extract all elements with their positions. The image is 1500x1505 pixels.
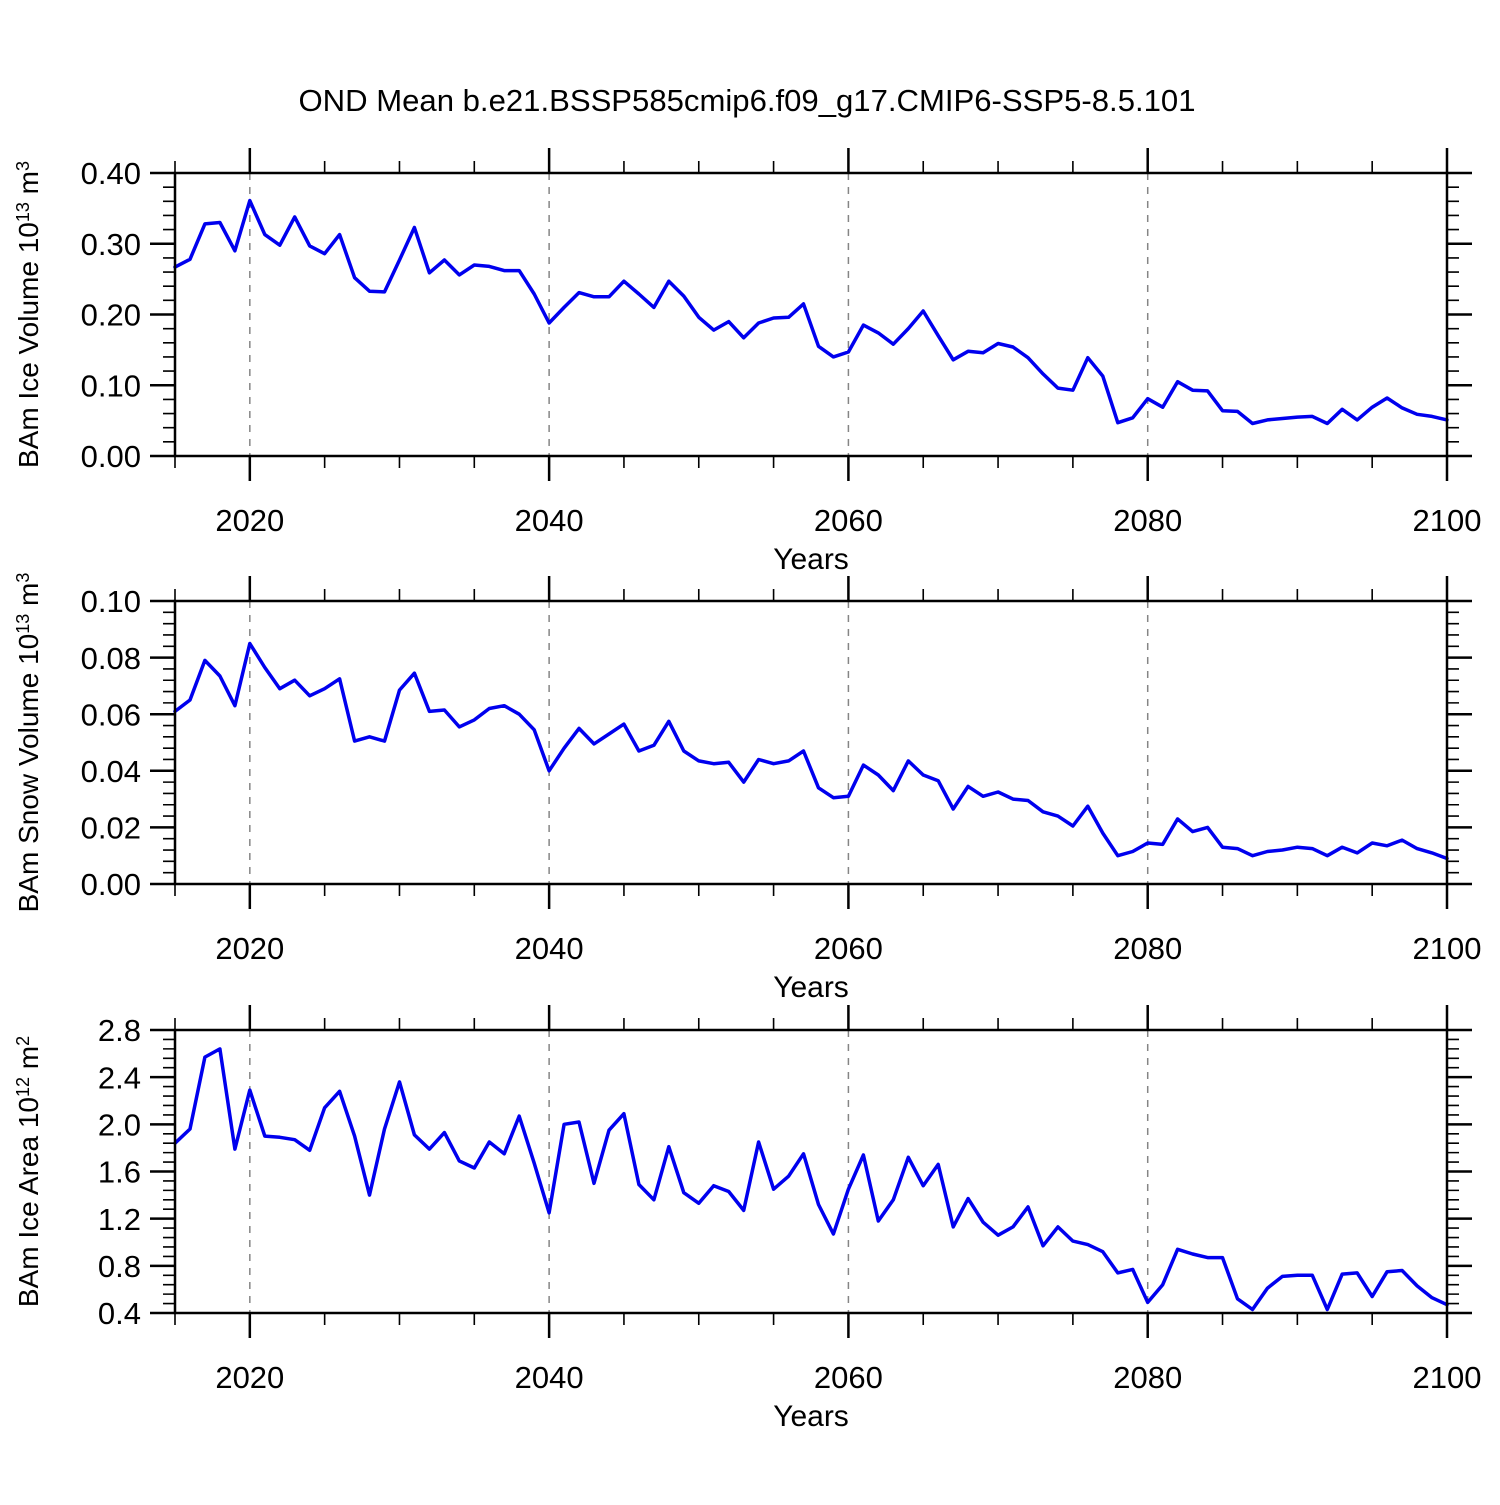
xtick-label-2040: 2040 bbox=[515, 931, 584, 966]
ytick-label-0.20: 0.20 bbox=[81, 298, 141, 333]
snow-volume-minor-ticks bbox=[163, 589, 1459, 896]
ytick-label-0.8: 0.8 bbox=[98, 1249, 141, 1284]
ice-area-frame bbox=[173, 1028, 1449, 1315]
ice-area-ytick-labels: 0.4 0.8 1.2 1.6 2.0 2.4 2.8 bbox=[98, 1013, 141, 1331]
ytick-label-2.8: 2.8 bbox=[98, 1013, 141, 1048]
ice-area-xaxis-title: Years bbox=[773, 1400, 849, 1433]
snow-volume-ytick-labels: 0.00 0.02 0.04 0.06 0.08 0.10 bbox=[81, 584, 141, 902]
xtick-label-2080: 2080 bbox=[1113, 503, 1182, 538]
xtick-label-2060: 2060 bbox=[814, 931, 883, 966]
ytick-label-0.00: 0.00 bbox=[81, 439, 141, 474]
ice-volume-xtick-labels: 2020 2040 2060 2080 2100 bbox=[215, 503, 1481, 538]
ice-area-panel: 0.4 0.8 1.2 1.6 2.0 2.4 2.8 2020 2040 2060 2080 210… bbox=[13, 1005, 1481, 1433]
xtick-label-2100: 2100 bbox=[1413, 503, 1482, 538]
snow-volume-xtick-labels: 2020 2040 2060 2080 2100 bbox=[215, 931, 1481, 966]
xtick-label-2040: 2040 bbox=[515, 1360, 584, 1395]
ice-area-major-ticks bbox=[150, 1005, 1472, 1338]
ice-area-yaxis-title: BAm Ice Area 1012 m2 bbox=[13, 1036, 44, 1307]
xtick-label-2020: 2020 bbox=[215, 1360, 284, 1395]
ytick-label-1.6: 1.6 bbox=[98, 1155, 141, 1190]
ice-area-line bbox=[173, 1047, 1449, 1312]
ytick-label-0.06: 0.06 bbox=[81, 697, 141, 732]
ytick-label-2.0: 2.0 bbox=[98, 1107, 141, 1142]
snow-volume-xaxis-title: Years bbox=[773, 971, 849, 1004]
ice-volume-ytick-labels: 0.00 0.10 0.20 0.30 0.40 bbox=[81, 156, 141, 474]
snow-volume-frame bbox=[173, 599, 1449, 886]
ice-volume-yaxis-title: BAm Ice Volume 1013 m3 bbox=[13, 161, 44, 468]
ytick-label-0.00: 0.00 bbox=[81, 867, 141, 902]
xtick-label-2060: 2060 bbox=[814, 1360, 883, 1395]
ice-area-xtick-labels: 2020 2040 2060 2080 2100 bbox=[215, 1360, 1481, 1395]
xtick-label-2040: 2040 bbox=[515, 503, 584, 538]
snow-volume-line bbox=[173, 641, 1449, 861]
snow-volume-panel: 0.00 0.02 0.04 0.06 0.08 0.10 2020 2040 2060 2080… bbox=[13, 573, 1481, 1004]
ytick-label-2.4: 2.4 bbox=[98, 1060, 141, 1095]
ytick-label-0.02: 0.02 bbox=[81, 811, 141, 846]
ytick-label-0.4: 0.4 bbox=[98, 1296, 141, 1331]
xtick-label-2060: 2060 bbox=[814, 503, 883, 538]
ice-volume-frame bbox=[173, 171, 1449, 458]
panels-group: 0.00 0.10 0.20 0.30 0.40 2020 2040 2060 2080 2100… bbox=[13, 148, 1481, 1433]
ytick-label-0.10: 0.10 bbox=[81, 368, 141, 403]
xtick-label-2020: 2020 bbox=[215, 931, 284, 966]
xtick-label-2100: 2100 bbox=[1413, 931, 1482, 966]
ice-volume-gridlines bbox=[249, 173, 1149, 456]
ice-volume-panel: 0.00 0.10 0.20 0.30 0.40 2020 2040 2060 2080 2100… bbox=[13, 148, 1481, 576]
ytick-label-1.2: 1.2 bbox=[98, 1202, 141, 1237]
xtick-label-2080: 2080 bbox=[1113, 931, 1182, 966]
snow-volume-major-ticks bbox=[150, 576, 1472, 909]
ytick-label-0.40: 0.40 bbox=[81, 156, 141, 191]
chart-title: OND Mean b.e21.BSSP585cmip6.f09_g17.CMIP… bbox=[299, 83, 1196, 118]
ice-volume-major-ticks bbox=[150, 148, 1472, 481]
ytick-label-0.04: 0.04 bbox=[81, 754, 141, 789]
xtick-label-2100: 2100 bbox=[1413, 1360, 1482, 1395]
ice-volume-minor-ticks bbox=[163, 161, 1459, 468]
ice-volume-xaxis-title: Years bbox=[773, 543, 849, 576]
xtick-label-2020: 2020 bbox=[215, 503, 284, 538]
ytick-label-0.30: 0.30 bbox=[81, 227, 141, 262]
ytick-label-0.10: 0.10 bbox=[81, 584, 141, 619]
xtick-label-2080: 2080 bbox=[1113, 1360, 1182, 1395]
ice-area-minor-ticks bbox=[163, 1018, 1459, 1325]
ytick-label-0.08: 0.08 bbox=[81, 641, 141, 676]
ice-area-gridlines bbox=[249, 1030, 1149, 1313]
snow-volume-yaxis-title: BAm Snow Volume 1013 m3 bbox=[13, 573, 44, 913]
ice-volume-line bbox=[173, 198, 1449, 426]
